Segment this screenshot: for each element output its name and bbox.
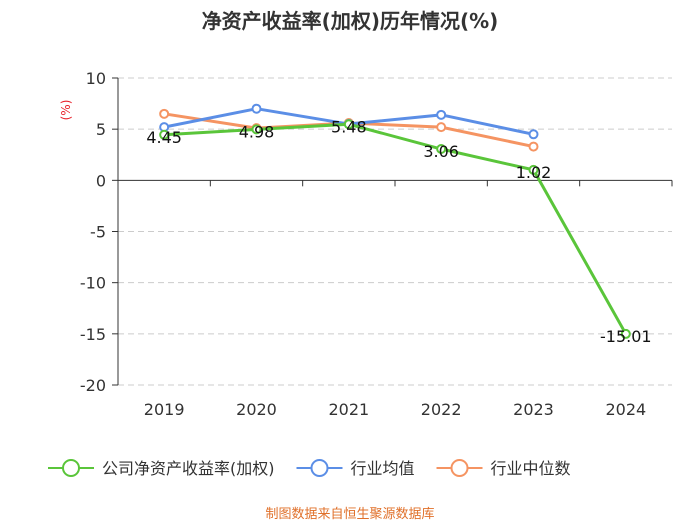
data-label: 4.98 — [239, 122, 275, 141]
y-axis-label: (%) — [59, 100, 73, 121]
legend-label: 行业均值 — [351, 459, 415, 478]
data-labels: 4.45 4.98 5.48 3.06 1.02 -15.01 — [146, 117, 651, 346]
data-point — [436, 109, 447, 120]
x-tick-label: 2019 — [144, 400, 185, 419]
legend-item[interactable]: 行业中位数 — [436, 459, 571, 478]
source-note: 制图数据来自恒生聚源数据库 — [265, 506, 434, 522]
axes: 10 5 0 -5 -10 -15 -20 2019 2020 2021 2022 2023 2024 — [80, 69, 673, 419]
y-tick-label: 0 — [96, 171, 106, 190]
x-tick-label: 2024 — [605, 400, 646, 419]
series-lines — [159, 103, 631, 339]
data-label: 5.48 — [331, 117, 367, 136]
data-point — [436, 122, 447, 133]
data-point — [528, 164, 539, 175]
y-tick-label: -10 — [80, 274, 106, 293]
data-point — [620, 328, 631, 339]
y-tick-label: -15 — [80, 325, 106, 344]
legend-marker — [62, 459, 80, 477]
y-tick-label: 5 — [96, 120, 106, 139]
y-tick-label: -20 — [80, 376, 106, 395]
y-tick-label: 10 — [86, 69, 106, 88]
chart-title: 净资产收益率(加权)历年情况(%) — [202, 9, 499, 33]
data-point — [436, 144, 447, 155]
data-point — [528, 141, 539, 152]
data-point — [159, 129, 170, 140]
data-point — [343, 119, 354, 130]
legend[interactable]: 公司净资产收益率(加权) 行业均值 行业中位数 — [48, 459, 571, 478]
data-label: 1.02 — [516, 163, 552, 182]
legend-label: 行业中位数 — [491, 459, 571, 478]
series-line — [164, 122, 628, 335]
data-label: 4.45 — [146, 128, 182, 147]
x-tick-label: 2020 — [236, 400, 277, 419]
x-tick-label: 2023 — [513, 400, 554, 419]
y-tick-label: -5 — [90, 223, 106, 242]
x-tick-label: 2021 — [328, 400, 369, 419]
legend-item[interactable]: 公司净资产收益率(加权) — [48, 459, 275, 478]
legend-label: 公司净资产收益率(加权) — [102, 459, 275, 478]
x-tick-label: 2022 — [421, 400, 462, 419]
legend-marker — [450, 459, 469, 477]
data-point — [251, 124, 262, 135]
grid — [118, 77, 672, 386]
series-0 — [159, 119, 631, 339]
data-label: -15.01 — [600, 327, 652, 346]
data-point — [251, 103, 262, 114]
legend-item[interactable]: 行业均值 — [296, 459, 415, 478]
data-point — [159, 108, 170, 119]
data-point — [528, 129, 539, 140]
legend-marker — [310, 459, 329, 477]
data-label: 3.06 — [423, 142, 459, 161]
